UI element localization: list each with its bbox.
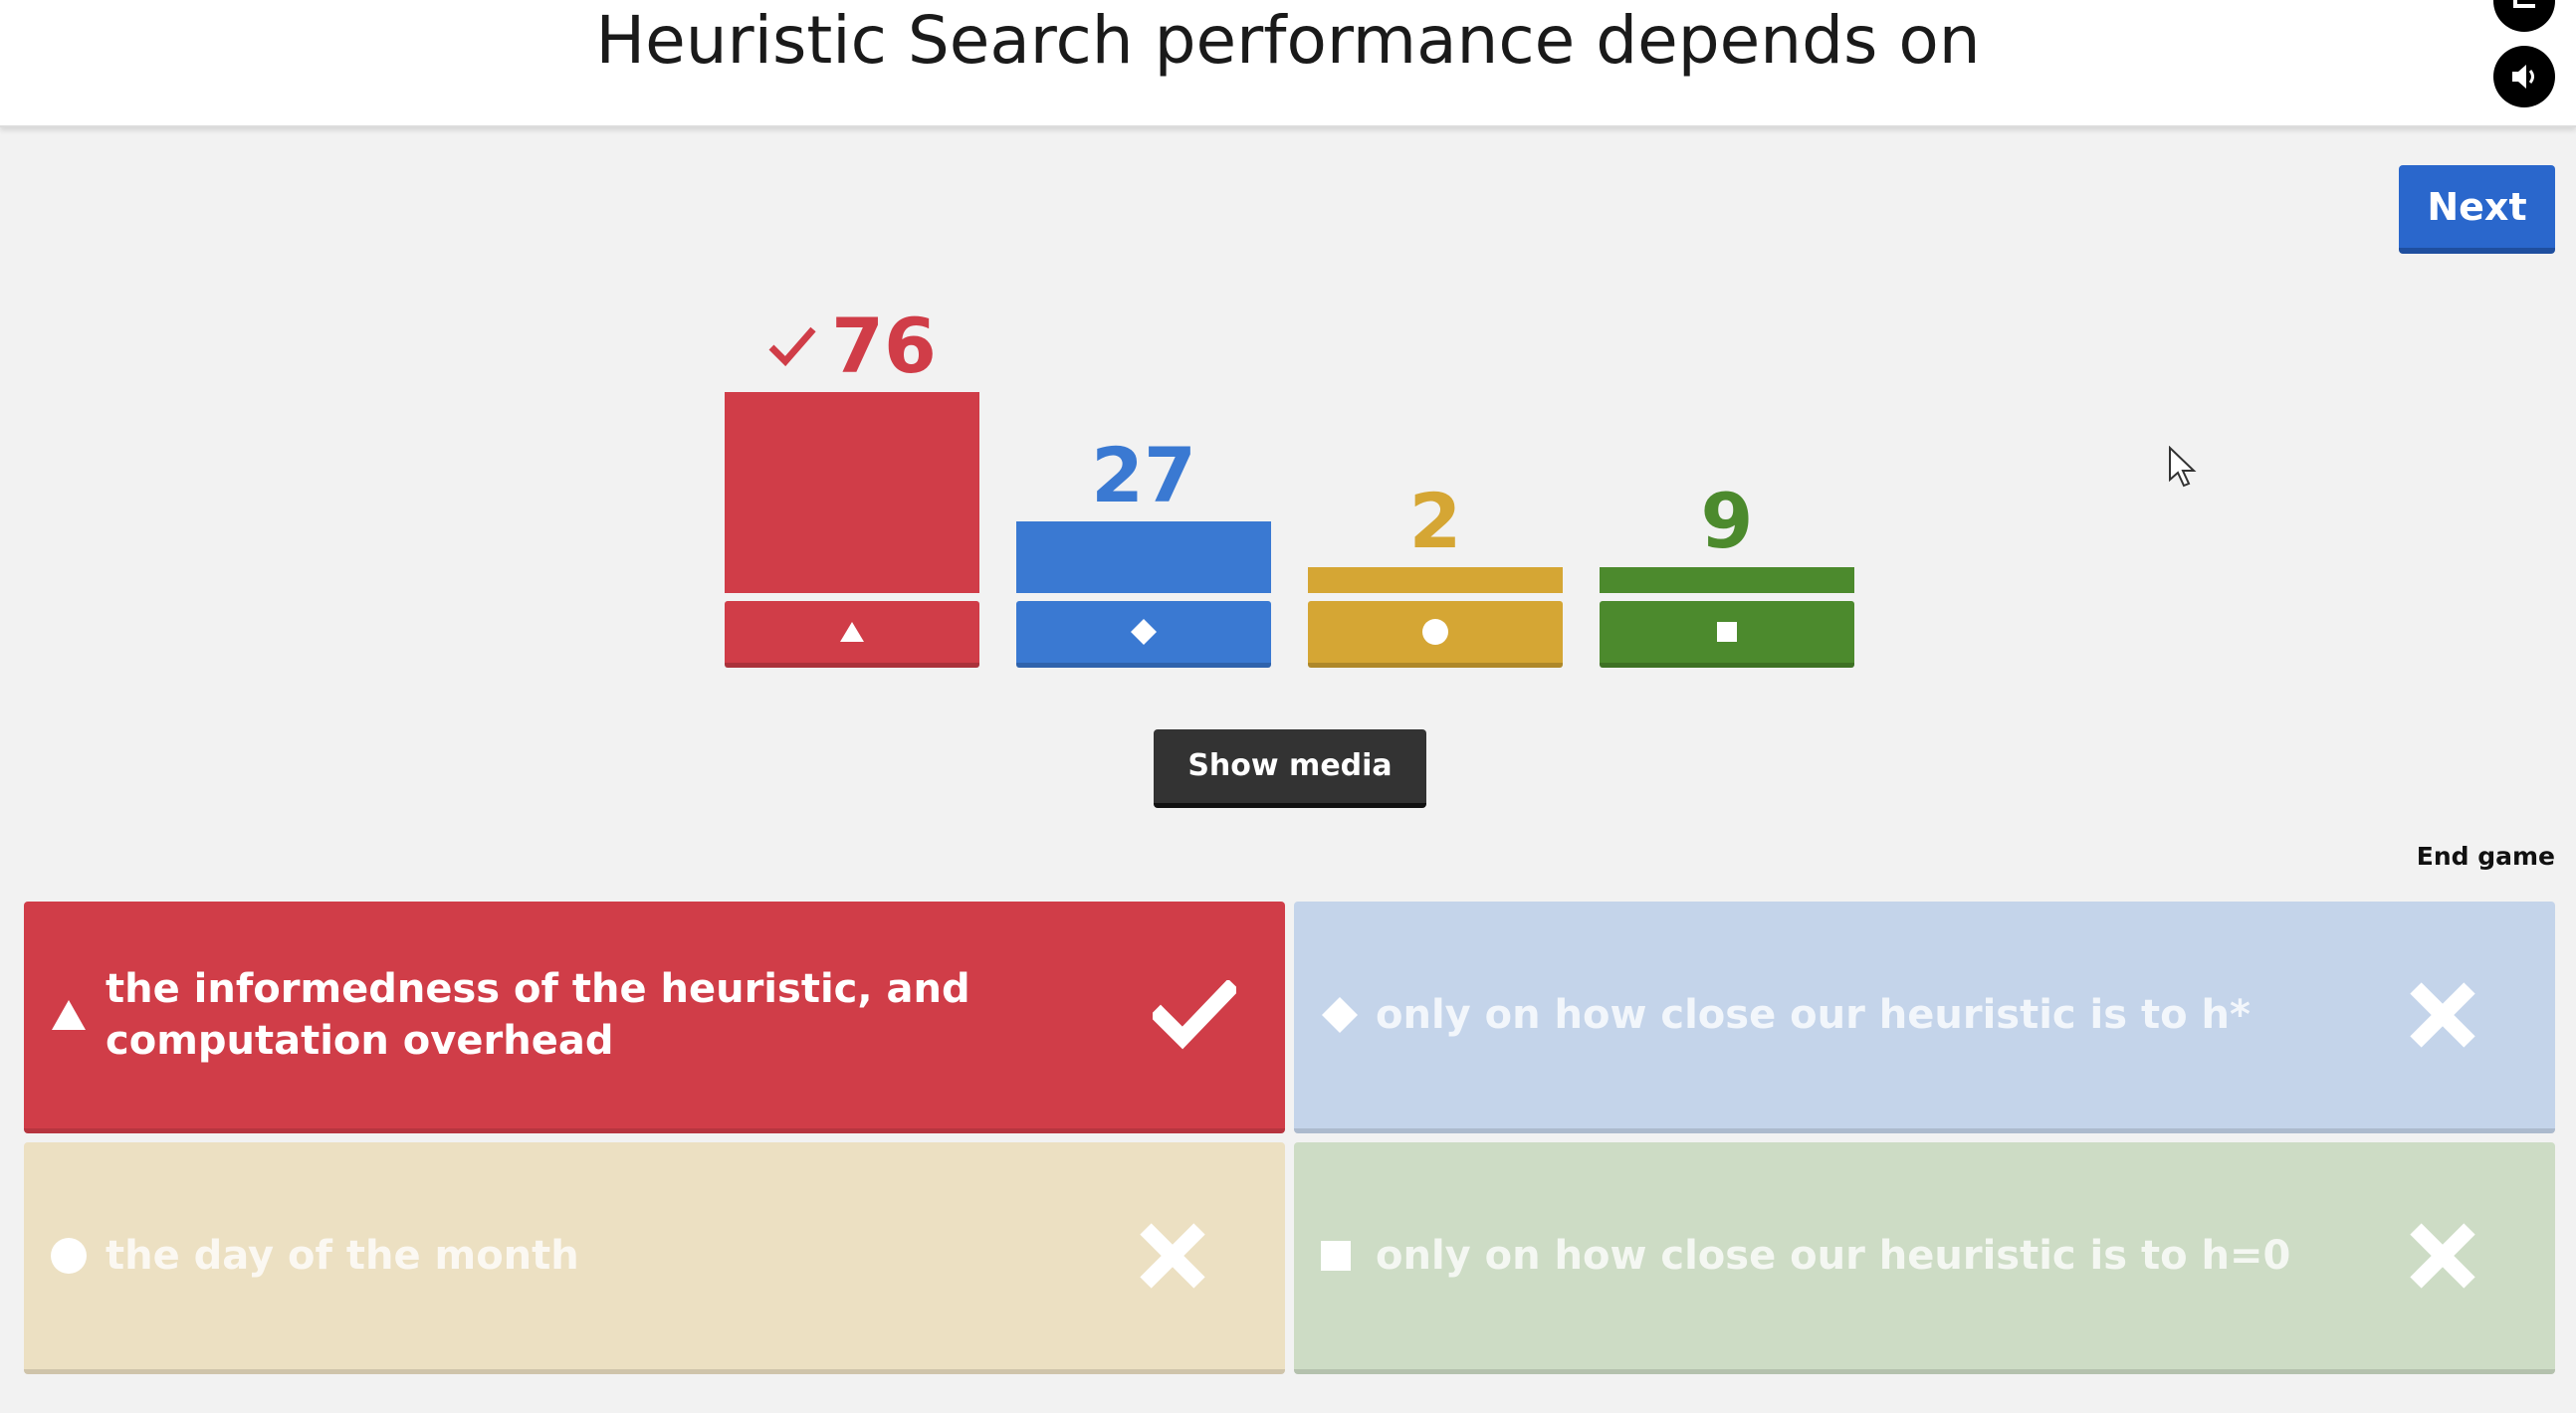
square-icon <box>1717 622 1737 642</box>
result-bar-base-diamond <box>1016 601 1271 668</box>
fullscreen-button[interactable] <box>2493 0 2555 32</box>
answer-text: the informedness of the heuristic, and c… <box>106 966 970 1064</box>
answer-text: only on how close our heuristic is to h* <box>1376 992 2251 1038</box>
result-bar-triangle <box>725 392 979 593</box>
show-media-button[interactable]: Show media <box>1154 729 1426 808</box>
answer-tile-square: only on how close our heuristic is to h=… <box>1294 1142 2555 1374</box>
speaker-icon <box>2512 65 2534 89</box>
next-button[interactable]: Next <box>2399 165 2555 254</box>
result-count-square: 9 <box>1600 482 1854 561</box>
mouse-cursor-icon <box>2169 446 2197 488</box>
result-count-value: 27 <box>1091 431 1196 519</box>
checkmark-icon <box>1153 980 1236 1050</box>
result-count-value: 9 <box>1700 477 1754 565</box>
diamond-icon <box>1131 619 1157 645</box>
answer-tile-diamond: only on how close our heuristic is to h* <box>1294 902 2555 1133</box>
circle-icon <box>1422 619 1448 645</box>
triangle-icon <box>52 1000 86 1030</box>
question-title: Heuristic Search performance depends on <box>595 2 1981 79</box>
result-count-value: 2 <box>1408 477 1462 565</box>
result-count-value: 76 <box>831 302 937 390</box>
sound-button[interactable] <box>2493 46 2555 107</box>
result-count-triangle: 76 <box>725 306 979 386</box>
square-icon <box>1321 1241 1351 1271</box>
result-bar-circle <box>1308 567 1563 593</box>
result-bar-base-triangle <box>725 601 979 668</box>
cross-icon <box>2410 1223 2475 1289</box>
diamond-icon <box>1322 997 1358 1033</box>
answer-tile-triangle: the informedness of the heuristic, and c… <box>24 902 1285 1133</box>
cross-icon <box>1140 1223 1205 1289</box>
end-game-link[interactable]: End game <box>2416 842 2555 871</box>
result-count-circle: 2 <box>1308 482 1563 561</box>
question-header: Heuristic Search performance depends on <box>0 0 2576 127</box>
result-bar-square <box>1600 567 1854 593</box>
result-bar-base-square <box>1600 601 1854 668</box>
correct-check-icon <box>768 326 816 367</box>
triangle-icon <box>840 622 864 642</box>
circle-icon <box>51 1238 87 1274</box>
result-count-diamond: 27 <box>1016 436 1271 515</box>
result-bar-diamond <box>1016 521 1271 593</box>
answer-tile-circle: the day of the month <box>24 1142 1285 1374</box>
result-bar-base-circle <box>1308 601 1563 668</box>
cross-icon <box>2410 982 2475 1048</box>
results-chart: 76 27 2 9 <box>0 0 2576 697</box>
answer-text: only on how close our heuristic is to h=… <box>1376 1233 2291 1279</box>
answer-text: the day of the month <box>106 1233 579 1279</box>
expand-icon <box>2513 0 2535 8</box>
